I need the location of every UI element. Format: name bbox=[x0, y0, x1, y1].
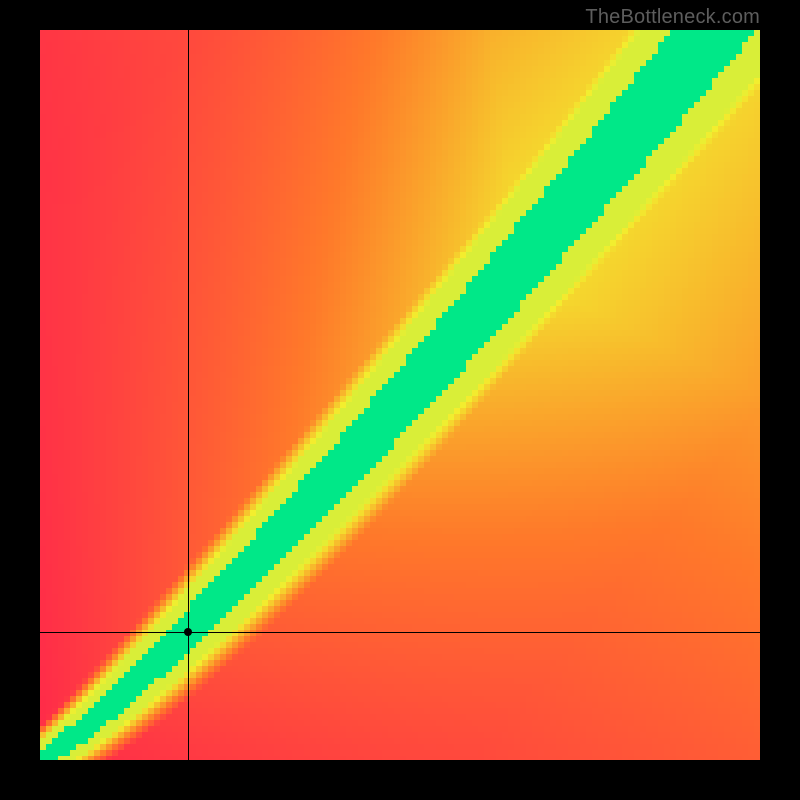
chart-container: TheBottleneck.com bbox=[0, 0, 800, 800]
watermark-text: TheBottleneck.com bbox=[585, 6, 760, 29]
crosshair-vertical bbox=[188, 30, 189, 760]
plot-area bbox=[40, 30, 760, 760]
crosshair-marker bbox=[184, 628, 192, 636]
crosshair-horizontal bbox=[40, 632, 760, 633]
heatmap-canvas bbox=[40, 30, 760, 760]
